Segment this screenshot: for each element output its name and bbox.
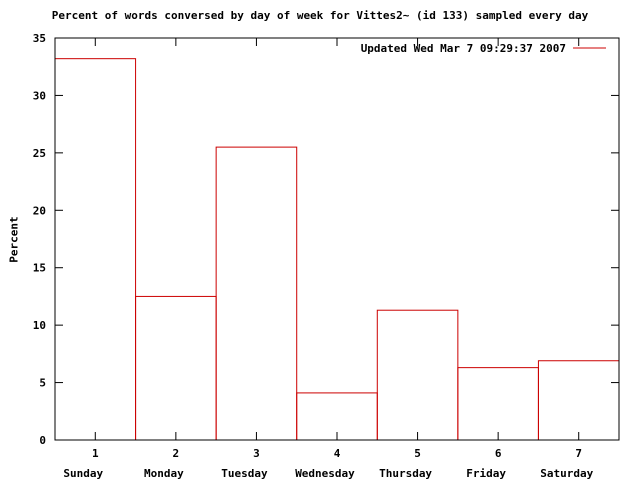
- y-tick-label: 15: [33, 262, 46, 275]
- y-tick-label: 30: [33, 89, 46, 102]
- bar-friday: [457, 367, 539, 441]
- x-tick-label: 1: [92, 447, 99, 460]
- x-category-label: Sunday: [63, 467, 103, 480]
- bar-saturday: [537, 360, 620, 441]
- x-category-label: Monday: [144, 467, 184, 480]
- axes-layer: 0 5 10 15 20 25 30 35 1 Sunday 2 Monday 3 Tuesday 4 Wed…: [33, 32, 620, 480]
- x-category-label: Friday: [466, 467, 506, 480]
- y-tick-label: 25: [33, 147, 46, 160]
- x-tick-label: 2: [173, 447, 180, 460]
- bar-sunday: [54, 58, 137, 441]
- x-tick-label: 4: [334, 447, 341, 460]
- x-category-label: Tuesday: [221, 467, 268, 480]
- x-category-label: Thursday: [379, 467, 432, 480]
- x-category-label: Saturday: [540, 467, 593, 480]
- x-category-label: Wednesday: [295, 467, 355, 480]
- x-tick-label: 6: [495, 447, 502, 460]
- plot-frame: [54, 37, 620, 441]
- bar-monday: [135, 295, 217, 441]
- y-tick-label: 5: [39, 377, 46, 390]
- y-axis-label: Percent: [7, 216, 21, 263]
- legend-label: Updated Wed Mar 7 09:29:37 2007: [360, 42, 566, 55]
- x-tick-label: 5: [414, 447, 421, 460]
- y-tick-label: 0: [39, 434, 46, 447]
- bar-thursday: [376, 309, 459, 441]
- chart-title: Percent of words conversed by day of wee…: [51, 9, 589, 22]
- y-tick-label: 10: [33, 319, 46, 332]
- y-tick-label: 35: [33, 32, 46, 45]
- x-tick-label: 3: [253, 447, 260, 460]
- y-tick-label: 20: [33, 204, 46, 217]
- bar-tuesday: [215, 146, 298, 441]
- x-tick-label: 7: [575, 447, 582, 460]
- bars-layer: [54, 58, 620, 441]
